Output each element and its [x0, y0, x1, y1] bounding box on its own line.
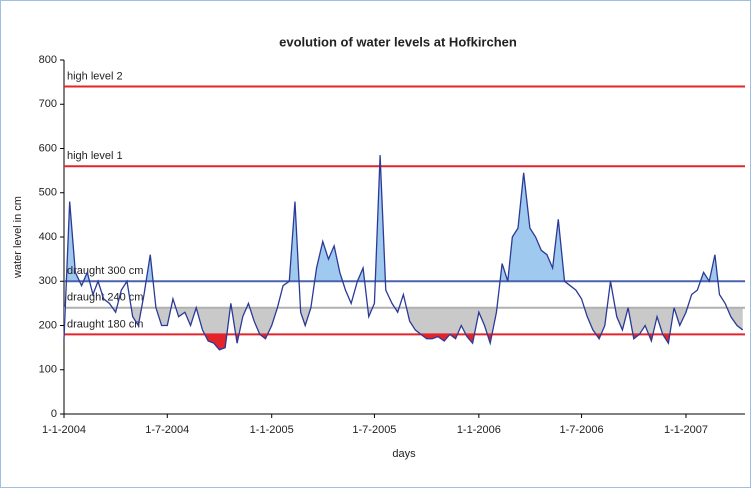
- y-tick-label: 700: [39, 98, 57, 110]
- threshold-fill: [64, 334, 670, 350]
- y-axis-label: water level in cm: [12, 196, 24, 279]
- x-axis-label: days: [392, 448, 416, 460]
- y-tick-label: 100: [39, 364, 57, 376]
- y-tick-label: 500: [39, 187, 57, 199]
- y-tick-label: 200: [39, 319, 57, 331]
- x-tick-label: 1-1-2005: [250, 424, 294, 436]
- y-tick-label: 800: [39, 54, 57, 66]
- y-tick-label: 300: [39, 275, 57, 287]
- y-tick-label: 0: [51, 408, 57, 420]
- x-tick-label: 1-1-2007: [664, 424, 708, 436]
- x-tick-label: 1-7-2006: [560, 424, 604, 436]
- reference-label: draught 240 cm: [67, 292, 143, 304]
- reference-label: draught 180 cm: [67, 318, 143, 330]
- y-tick-label: 600: [39, 142, 57, 154]
- y-tick-label: 400: [39, 231, 57, 243]
- reference-label: draught 300 cm: [67, 265, 143, 277]
- x-tick-label: 1-7-2004: [145, 424, 189, 436]
- x-tick-label: 1-1-2004: [42, 424, 86, 436]
- x-tick-label: 1-1-2006: [457, 424, 501, 436]
- x-tick-label: 1-7-2005: [352, 424, 396, 436]
- water-level-line: [63, 155, 744, 351]
- reference-label: high level 2: [67, 70, 123, 82]
- chart-title: evolution of water levels at Hofkirchen: [279, 34, 517, 49]
- reference-label: high level 1: [67, 150, 123, 162]
